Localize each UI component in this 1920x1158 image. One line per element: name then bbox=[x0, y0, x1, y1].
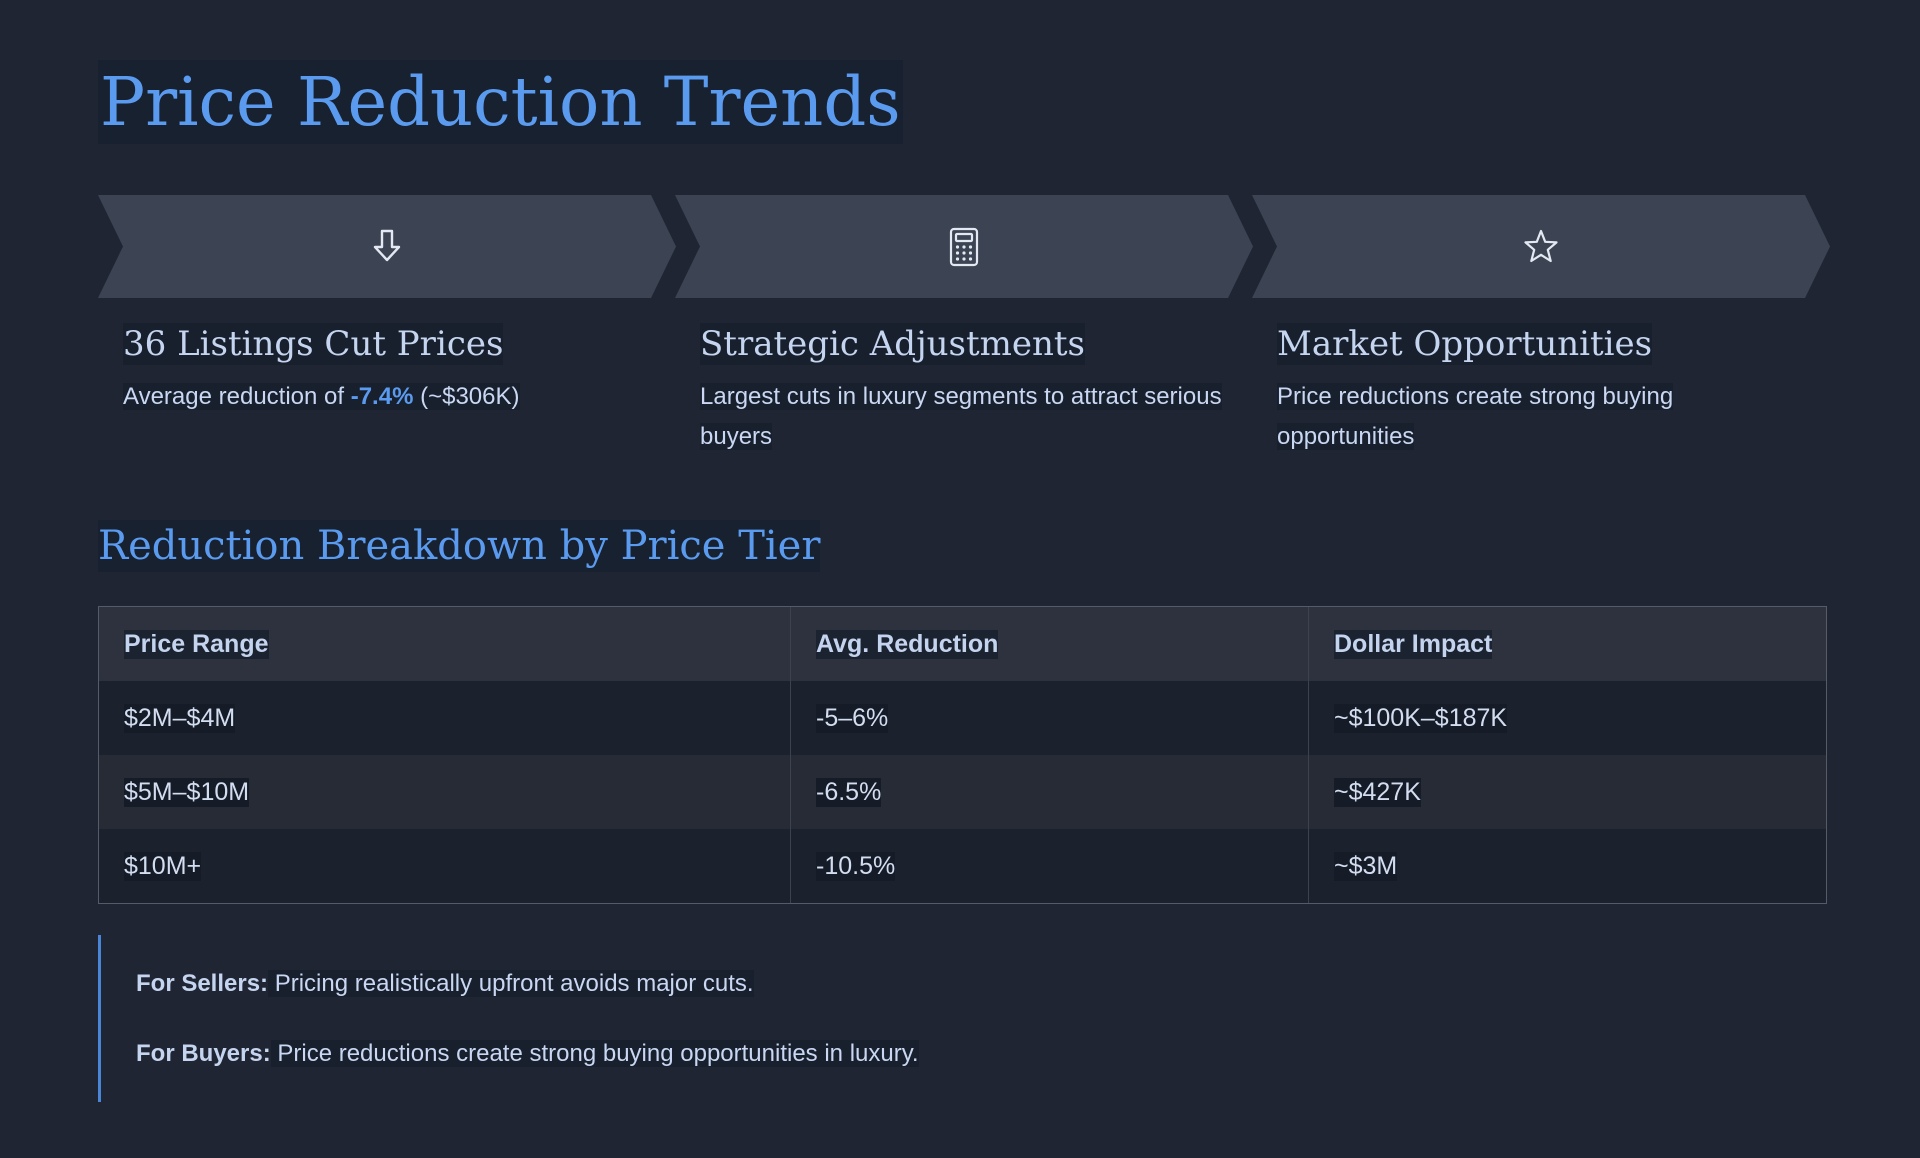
card-text: Price reductions create strong buying op… bbox=[1277, 377, 1807, 457]
calculator-icon bbox=[949, 227, 979, 266]
card-heading: 36 Listings Cut Prices bbox=[123, 323, 504, 365]
cell-avg-reduction: -5–6% bbox=[791, 681, 1309, 755]
header-avg-reduction: Avg. Reduction bbox=[791, 607, 1309, 681]
cell-price-range: $5M–$10M bbox=[99, 755, 791, 829]
cell-price-range: $2M–$4M bbox=[99, 681, 791, 755]
seller-label: For Sellers: bbox=[136, 970, 269, 997]
breakdown-table: Price Range Avg. Reduction Dollar Impact… bbox=[98, 606, 1827, 904]
seller-text: Pricing realistically upfront avoids maj… bbox=[268, 970, 754, 997]
header-price-range: Price Range bbox=[99, 607, 791, 681]
cell-price-range: $10M+ bbox=[99, 829, 791, 903]
card-text-before: Average reduction of bbox=[123, 383, 351, 410]
seller-note: For Sellers: Pricing realistically upfro… bbox=[136, 965, 754, 1003]
buyer-note: For Buyers: Price reductions create stro… bbox=[136, 1035, 919, 1073]
buyer-text: Price reductions create strong buying op… bbox=[270, 1040, 919, 1067]
advice-callout: For Sellers: Pricing realistically upfro… bbox=[98, 935, 1827, 1102]
card-text-body: Price reductions create strong buying op… bbox=[1277, 383, 1674, 450]
step-opportunities bbox=[1252, 195, 1830, 298]
breakdown-title: Reduction Breakdown by Price Tier bbox=[98, 520, 821, 572]
table-header-row: Price Range Avg. Reduction Dollar Impact bbox=[99, 607, 1826, 681]
card-heading: Strategic Adjustments bbox=[700, 323, 1085, 365]
cell-dollar-impact: ~$427K bbox=[1334, 777, 1421, 807]
average-reduction-value: -7.4% bbox=[350, 383, 414, 410]
card-listings: 36 Listings Cut Prices Average reduction… bbox=[123, 323, 653, 417]
card-text: Average reduction of -7.4% (~$306K) bbox=[123, 377, 653, 417]
step-strategic bbox=[675, 195, 1253, 298]
card-text-after: (~$306K) bbox=[413, 383, 520, 410]
process-steps bbox=[98, 195, 1830, 298]
page-title: Price Reduction Trends bbox=[98, 60, 903, 144]
cell-dollar-impact: ~$3M bbox=[1334, 851, 1398, 881]
table-row: $10M+ -10.5% ~$3M bbox=[99, 829, 1826, 903]
card-text-body: Largest cuts in luxury segments to attra… bbox=[700, 383, 1222, 450]
card-opportunities: Market Opportunities Price reductions cr… bbox=[1277, 323, 1807, 457]
star-icon bbox=[1524, 229, 1558, 262]
card-text: Largest cuts in luxury segments to attra… bbox=[700, 377, 1230, 457]
cell-avg-reduction: -10.5% bbox=[791, 829, 1309, 903]
table-row: $5M–$10M -6.5% ~$427K bbox=[99, 755, 1826, 829]
card-strategic: Strategic Adjustments Largest cuts in lu… bbox=[700, 323, 1230, 457]
header-dollar-impact: Dollar Impact bbox=[1334, 629, 1493, 659]
arrow-down-icon bbox=[373, 229, 401, 261]
card-heading: Market Opportunities bbox=[1277, 323, 1653, 365]
cell-dollar-impact: ~$100K–$187K bbox=[1334, 703, 1508, 733]
buyer-label: For Buyers: bbox=[136, 1040, 271, 1067]
cell-avg-reduction: -6.5% bbox=[791, 755, 1309, 829]
step-listings bbox=[98, 195, 676, 298]
table-row: $2M–$4M -5–6% ~$100K–$187K bbox=[99, 681, 1826, 755]
